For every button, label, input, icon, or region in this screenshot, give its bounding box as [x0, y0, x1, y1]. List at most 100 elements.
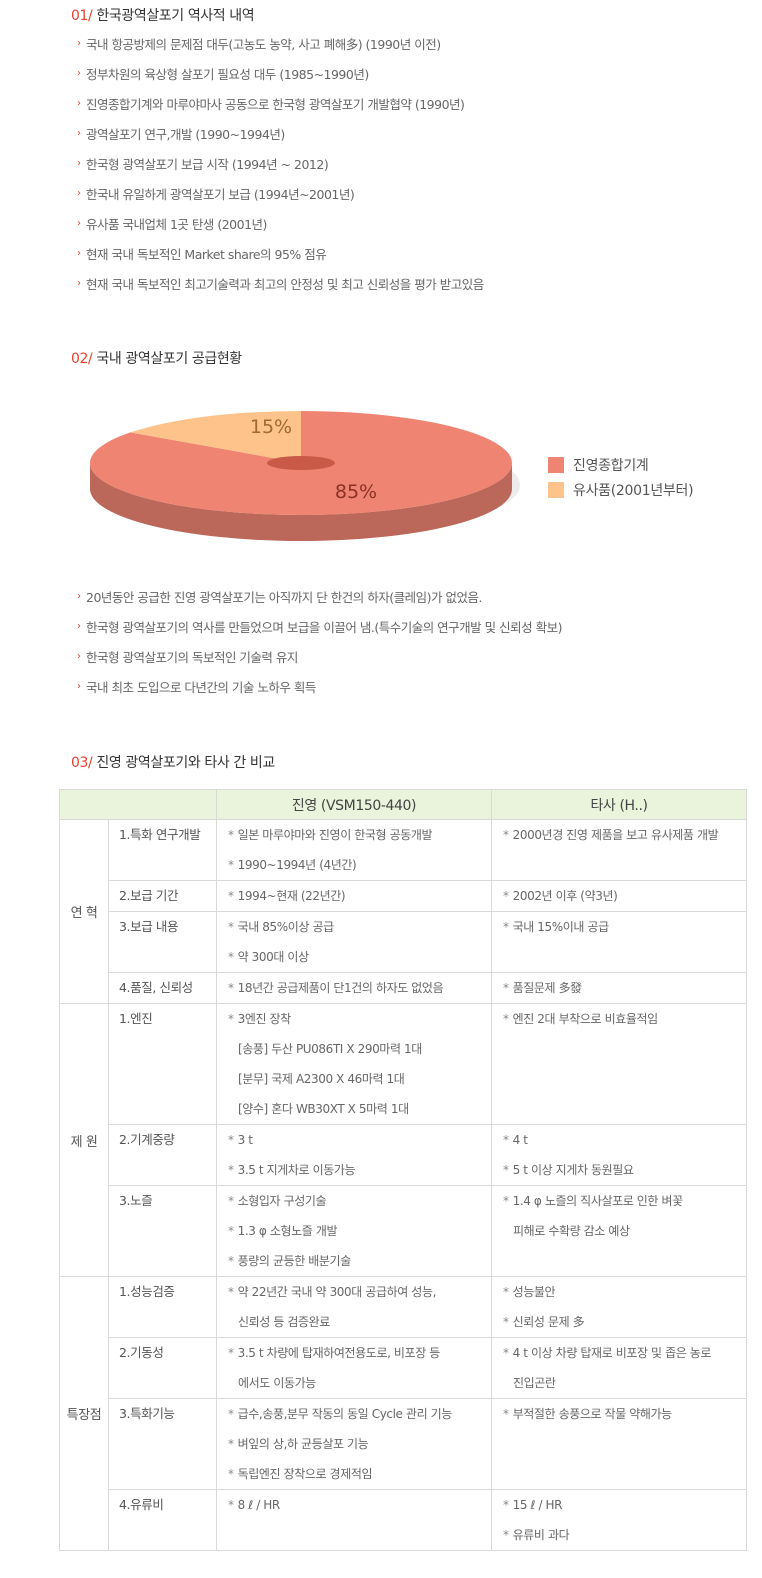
section-2-heading: 국내 광역살포기 공급현황: [96, 351, 242, 367]
legend-swatch: [548, 482, 564, 498]
list-item-text: 국내 항공방제의 문제점 대두(고농도 농약, 사고 폐해多) (1990년 이…: [86, 37, 441, 52]
legend-label: 진영종합기계: [573, 458, 649, 474]
table-header-row: 진영 (VSM150-440) 타사 (H..): [59, 789, 747, 820]
table-row: 연 혁 1.특화 연구개발 * 일본 마루야마와 진영이 한국형 공동개발 * 1990~…: [59, 819, 747, 1004]
cell-line: * 엔진 2대 부착으로 비효율적임: [503, 1004, 746, 1034]
row-sub-label: 1.성능검증: [108, 1276, 217, 1338]
jinyoung-cell: * 국내 85%이상 공급 * 약 300대 이상: [216, 911, 492, 973]
jinyoung-cell: * 급수,송풍,분무 작동의 동일 Cycle 관리 기능 * 벼잎의 상,하 균등살…: [216, 1398, 492, 1490]
table-row: 2.보급 기간 * 1994~현재 (22년간) * 2002년 이후 (약3년): [60, 880, 747, 912]
cell-text: 1994~현재 (22년간): [237, 889, 346, 903]
star-bullet-icon: *: [503, 981, 509, 995]
cell-line: * 2002년 이후 (약3년): [503, 881, 746, 911]
section-3-heading: 진영 광역살포기와 타사 간 비교: [96, 755, 275, 771]
cell-text: 일본 마루야마와 진영이 한국형 공동개발: [237, 828, 433, 842]
cell-text: 3.5 t 차량에 탑재하여전용도로, 비포장 등: [237, 1346, 441, 1360]
cell-line: * 4 t: [503, 1125, 746, 1155]
cell-text: 1.3 φ 소형노즐 개발: [237, 1224, 338, 1238]
pie-labels: 85% 15%: [250, 416, 377, 503]
star-bullet-icon: *: [228, 1224, 234, 1238]
cell-text: [송풍] 두산 PU086TI X 290마력 1대: [238, 1042, 422, 1056]
jinyoung-cell: * 3.5 t 차량에 탑재하여전용도로, 비포장 등 에서도 이동가능: [216, 1337, 492, 1399]
section-1-heading: 한국광역살포기 역사적 내역: [96, 8, 255, 24]
cell-line: * 1994~현재 (22년간): [228, 881, 491, 911]
cell-text: 국내 85%이상 공급: [237, 920, 335, 934]
star-bullet-icon: *: [228, 1437, 234, 1451]
star-bullet-icon: *: [228, 1285, 234, 1299]
list-item: › 진영종합기계와 마루야마사 공동으로 한국형 광역살포기 개발협약 (1990…: [77, 90, 484, 120]
cell-line: * 1.4 φ 노즐의 직사살포로 인한 벼꽃: [503, 1186, 746, 1216]
jinyoung-cell: * 1994~현재 (22년간): [216, 880, 492, 912]
cell-text: 1990~1994년 (4년간): [237, 858, 357, 872]
cell-text: 2000년경 진영 제품을 보고 유사제품 개발: [512, 828, 719, 842]
cell-text: 피해로 수확량 감소 예상: [513, 1224, 630, 1238]
row-group-label: 특장점: [59, 1276, 109, 1551]
bullet-arrow-icon: ›: [77, 98, 81, 109]
cell-text: 18년간 공급제품이 단1건의 하자도 없었음: [237, 981, 444, 995]
bullet-arrow-icon: ›: [77, 248, 81, 259]
list-item-text: 광역살포기 연구,개발 (1990~1994년): [86, 127, 285, 142]
list-item: › 20년동안 공급한 진영 광역살포기는 아직까지 단 한건의 하자(클레임)가…: [77, 583, 562, 613]
cell-line: * 유류비 과다: [503, 1520, 746, 1550]
legend-label: 유사품(2001년부터): [573, 483, 694, 499]
cell-line: * 풍량의 균등한 배분기술: [228, 1246, 491, 1276]
cell-text: 신뢰성 문제 多: [512, 1315, 585, 1329]
list-item-text: 한국형 광역살포기의 역사를 만들었으며 보급을 이끌어 냄.(특수기술의 연구…: [86, 620, 562, 635]
cell-line: * 품질문제 多發: [503, 973, 746, 1003]
cell-line: * 3.5 t 차량에 탑재하여전용도로, 비포장 등: [228, 1338, 491, 1368]
cell-text: 약 300대 이상: [237, 950, 309, 964]
competitor-cell: * 4 t 이상 차량 탑재로 비포장 및 좁은 농로 진입곤란: [491, 1337, 747, 1399]
cell-text: 약 22년간 국내 약 300대 공급하여 성능,: [237, 1285, 437, 1299]
star-bullet-icon: *: [503, 1346, 509, 1360]
cell-line: * 성능불안: [503, 1277, 746, 1307]
table-row: 4.품질, 신뢰성 * 18년간 공급제품이 단1건의 하자도 없었음 * 품질문제 多…: [60, 972, 747, 1004]
cell-line: * 8 ℓ / HR: [228, 1490, 491, 1520]
jinyoung-cell: * 일본 마루야마와 진영이 한국형 공동개발 * 1990~1994년 (4년간): [216, 819, 492, 881]
cell-line: * 1.3 φ 소형노즐 개발: [228, 1216, 491, 1246]
cell-text: 품질문제 多發: [512, 981, 583, 995]
table-row: 3.보급 내용 * 국내 85%이상 공급 * 약 300대 이상 * 국내 15%이내 공…: [60, 911, 747, 973]
pie-center-hole: [267, 456, 335, 470]
star-bullet-icon: *: [228, 1012, 234, 1026]
cell-text: 4 t: [512, 1133, 528, 1147]
star-bullet-icon: *: [503, 1315, 509, 1329]
row-sub-label: 2.보급 기간: [108, 880, 217, 912]
list-item: › 한국형 광역살포기 보급 시작 (1994년 ~ 2012): [77, 150, 484, 180]
row-sub-label: 2.기계중량: [108, 1124, 217, 1186]
competitor-cell: * 15 ℓ / HR * 유류비 과다: [491, 1489, 747, 1551]
list-item: › 현재 국내 독보적인 Market share의 95% 점유: [77, 240, 484, 270]
list-item-text: 현재 국내 독보적인 최고기술력과 최고의 안정성 및 최고 신뢰성을 평가 받…: [86, 277, 484, 292]
list-item: › 국내 최초 도입으로 다년간의 기술 노하우 획득: [77, 673, 562, 703]
star-bullet-icon: *: [503, 1133, 509, 1147]
cell-line: * 약 22년간 국내 약 300대 공급하여 성능,: [228, 1277, 491, 1307]
cell-text: [양수] 혼다 WB30XT X 5마력 1대: [238, 1102, 409, 1116]
star-bullet-icon: *: [503, 920, 509, 934]
competitor-cell: * 엔진 2대 부착으로 비효율적임: [491, 1003, 747, 1125]
star-bullet-icon: *: [228, 1163, 234, 1177]
cell-line: * 3 t: [228, 1125, 491, 1155]
star-bullet-icon: *: [503, 1012, 509, 1026]
cell-text: 풍량의 균등한 배분기술: [237, 1254, 352, 1268]
jinyoung-cell: * 약 22년간 국내 약 300대 공급하여 성능, 신뢰성 등 검증완료: [216, 1276, 492, 1338]
list-item-text: 진영종합기계와 마루야마사 공동으로 한국형 광역살포기 개발협약 (1990년…: [86, 97, 465, 112]
star-bullet-icon: *: [503, 1528, 509, 1542]
header-jinyoung: 진영 (VSM150-440): [216, 789, 492, 820]
table-row: 3.노즐 * 소형입자 구성기술 * 1.3 φ 소형노즐 개발 * 풍량의 균등한 배분기…: [60, 1185, 747, 1277]
competitor-cell: * 성능불안 * 신뢰성 문제 多: [491, 1276, 747, 1338]
star-bullet-icon: *: [228, 1467, 234, 1481]
section-1-number: 01/: [71, 8, 93, 24]
pie-data-label: 15%: [250, 416, 292, 438]
cell-line: 신뢰성 등 검증완료: [228, 1307, 491, 1337]
jinyoung-cell: * 3엔진 장착 [송풍] 두산 PU086TI X 290마력 1대 [분무] 국제…: [216, 1003, 492, 1125]
bullet-arrow-icon: ›: [77, 128, 81, 139]
cell-text: 1.4 φ 노즐의 직사살포로 인한 벼꽃: [512, 1194, 684, 1208]
cell-line: * 4 t 이상 차량 탑재로 비포장 및 좁은 농로: [503, 1338, 746, 1368]
table-row: 특장점 1.성능검증 * 약 22년간 국내 약 300대 공급하여 성능, 신뢰성 등…: [59, 1276, 747, 1551]
star-bullet-icon: *: [228, 889, 234, 903]
star-bullet-icon: *: [503, 1194, 509, 1208]
cell-text: 독립엔진 장착으로 경제적임: [237, 1467, 373, 1481]
competitor-cell: * 부적절한 송풍으로 작물 약해가능: [491, 1398, 747, 1490]
cell-line: [양수] 혼다 WB30XT X 5마력 1대: [228, 1094, 491, 1124]
list-item: › 현재 국내 독보적인 최고기술력과 최고의 안정성 및 최고 신뢰성을 평가 …: [77, 270, 484, 300]
